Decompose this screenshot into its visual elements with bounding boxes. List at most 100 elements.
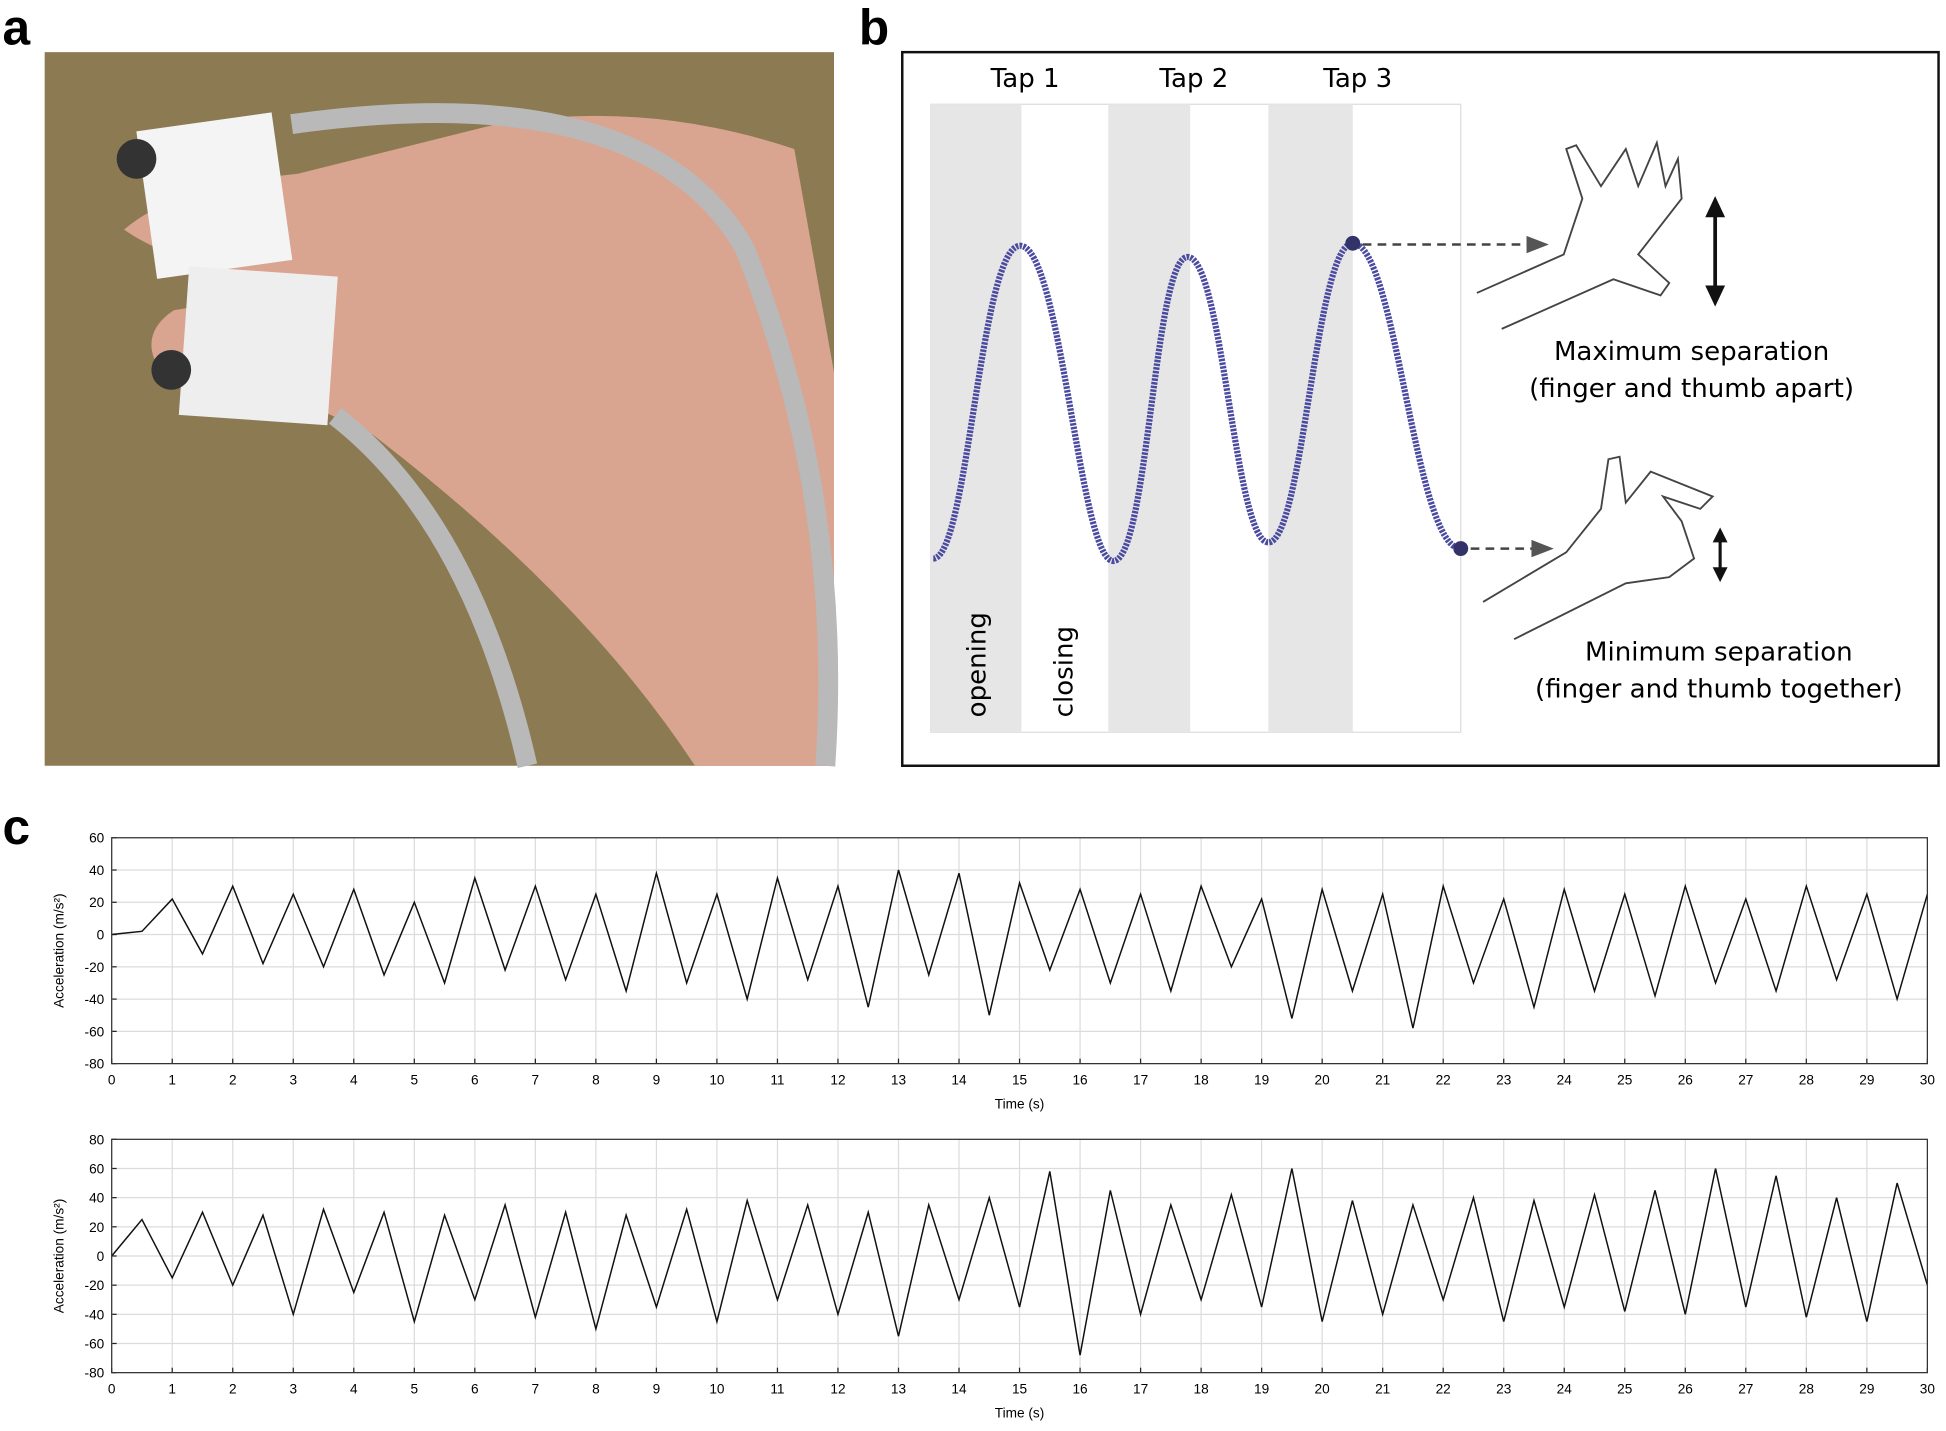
x-tick-label: 28 bbox=[1799, 1073, 1814, 1088]
x-tick-label: 10 bbox=[709, 1382, 725, 1397]
tap-label: Tap 1 bbox=[990, 64, 1060, 94]
x-tick-label: 8 bbox=[592, 1382, 600, 1397]
y-tick-label: 60 bbox=[89, 831, 105, 846]
x-tick-label: 25 bbox=[1617, 1073, 1633, 1088]
y-tick-label: -20 bbox=[85, 1278, 105, 1293]
panel-label: a bbox=[2, 0, 30, 56]
sensor bbox=[151, 350, 192, 390]
plot-frame bbox=[111, 1138, 1929, 1374]
x-tick-label: 26 bbox=[1678, 1073, 1693, 1088]
x-tick-label: 22 bbox=[1436, 1382, 1451, 1397]
x-tick-label: 23 bbox=[1496, 1073, 1511, 1088]
tape bbox=[136, 112, 293, 279]
hand-closed bbox=[1482, 455, 1715, 641]
x-tick-label: 24 bbox=[1557, 1073, 1573, 1088]
arrow-head bbox=[1526, 235, 1549, 254]
point bbox=[1345, 235, 1361, 251]
y-axis-label: Acceleration (m/s²) bbox=[51, 1199, 66, 1313]
y-tick-label: 60 bbox=[89, 1161, 105, 1176]
tape bbox=[178, 266, 338, 426]
x-tick-label: 11 bbox=[770, 1073, 784, 1088]
x-tick-label: 14 bbox=[951, 1073, 967, 1088]
x-tick-label: 21 bbox=[1375, 1382, 1390, 1397]
x-tick-label: 16 bbox=[1072, 1073, 1087, 1088]
arrow-head bbox=[1531, 539, 1554, 558]
x-tick-label: 0 bbox=[108, 1382, 116, 1397]
x-tick-label: 10 bbox=[709, 1073, 725, 1088]
x-tick-label: 5 bbox=[411, 1382, 419, 1397]
x-tick-label: 2 bbox=[229, 1382, 237, 1397]
caption-title: Minimum separation bbox=[1585, 637, 1853, 667]
x-tick-label: 4 bbox=[350, 1073, 358, 1088]
x-tick-label: 15 bbox=[1012, 1382, 1028, 1397]
y-tick-label: 40 bbox=[89, 863, 105, 878]
point bbox=[1453, 541, 1469, 557]
x-tick-label: 21 bbox=[1375, 1073, 1390, 1088]
signal-line bbox=[111, 869, 1929, 1029]
y-tick-label: 80 bbox=[89, 1132, 105, 1147]
x-tick-label: 12 bbox=[830, 1382, 845, 1397]
arrow-head bbox=[1712, 527, 1728, 583]
cable bbox=[290, 103, 839, 767]
x-tick-label: 4 bbox=[350, 1382, 358, 1397]
tap-label: Tap 3 bbox=[1322, 64, 1392, 94]
y-tick-label: -60 bbox=[85, 1336, 105, 1351]
phase-band bbox=[930, 104, 1022, 733]
x-tick-label: 12 bbox=[830, 1073, 845, 1088]
caption-detail: (finger and thumb together) bbox=[1535, 675, 1903, 705]
plot-frame bbox=[111, 837, 1929, 1065]
y-tick-label: 20 bbox=[89, 895, 105, 910]
x-tick-label: 5 bbox=[411, 1073, 419, 1088]
x-tick-label: 1 bbox=[168, 1073, 176, 1088]
x-tick-label: 24 bbox=[1557, 1382, 1573, 1397]
x-tick-label: 11 bbox=[770, 1382, 784, 1397]
tap-label: Tap 2 bbox=[1158, 64, 1228, 94]
phase-label: closing bbox=[1049, 626, 1079, 717]
sensor bbox=[116, 139, 157, 179]
y-tick-label: 20 bbox=[89, 1220, 105, 1235]
x-tick-label: 2 bbox=[229, 1073, 237, 1088]
y-tick-label: 0 bbox=[97, 1249, 105, 1264]
x-tick-label: 0 bbox=[108, 1073, 116, 1088]
y-tick-label: -20 bbox=[85, 960, 105, 975]
caption-detail: (finger and thumb apart) bbox=[1529, 374, 1854, 404]
signal-line bbox=[111, 1168, 1929, 1356]
y-tick-label: -40 bbox=[85, 992, 105, 1007]
y-tick-label: -80 bbox=[85, 1366, 105, 1381]
x-tick-label: 16 bbox=[1072, 1382, 1087, 1397]
x-tick-label: 26 bbox=[1678, 1382, 1693, 1397]
y-axis-label: Acceleration (m/s²) bbox=[51, 893, 66, 1007]
x-tick-label: 7 bbox=[532, 1073, 540, 1088]
x-tick-label: 3 bbox=[289, 1382, 297, 1397]
x-tick-label: 8 bbox=[592, 1073, 600, 1088]
x-tick-label: 30 bbox=[1920, 1382, 1936, 1397]
x-tick-label: 29 bbox=[1859, 1073, 1874, 1088]
x-tick-label: 13 bbox=[891, 1073, 906, 1088]
x-tick-label: 23 bbox=[1496, 1382, 1511, 1397]
x-tick-label: 9 bbox=[653, 1382, 661, 1397]
panel-label: c bbox=[2, 799, 30, 855]
panel-frame bbox=[901, 50, 1940, 768]
x-tick-label: 7 bbox=[532, 1382, 540, 1397]
y-tick-label: 0 bbox=[97, 928, 105, 943]
x-tick-label: 17 bbox=[1133, 1073, 1148, 1088]
panel-label: b bbox=[859, 0, 889, 56]
y-tick-label: -60 bbox=[85, 1024, 105, 1039]
caption-title: Maximum separation bbox=[1554, 337, 1829, 367]
x-tick-label: 18 bbox=[1194, 1382, 1209, 1397]
cable bbox=[329, 407, 538, 768]
x-tick-label: 13 bbox=[891, 1382, 906, 1397]
x-axis-label: Time (s) bbox=[995, 1096, 1045, 1111]
x-tick-label: 28 bbox=[1799, 1382, 1814, 1397]
x-tick-label: 18 bbox=[1194, 1073, 1209, 1088]
hand-open bbox=[1476, 139, 1683, 330]
y-tick-label: -40 bbox=[85, 1307, 105, 1322]
x-tick-label: 20 bbox=[1315, 1073, 1331, 1088]
x-tick-label: 1 bbox=[168, 1382, 176, 1397]
x-tick-label: 9 bbox=[653, 1073, 661, 1088]
phase-label: opening bbox=[962, 612, 992, 717]
x-tick-label: 17 bbox=[1133, 1382, 1148, 1397]
x-tick-label: 14 bbox=[951, 1382, 967, 1397]
